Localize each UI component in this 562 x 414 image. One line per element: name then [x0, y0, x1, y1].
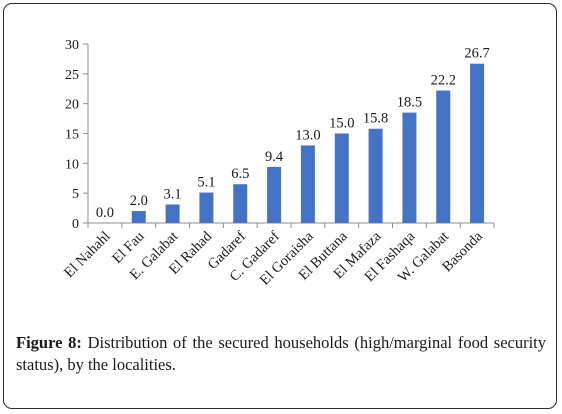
y-tick-label: 10 — [65, 157, 79, 172]
data-label: 22.2 — [431, 73, 456, 89]
y-axis: 0 5 10 15 20 25 30 — [65, 38, 89, 232]
y-tick-label: 20 — [65, 98, 79, 113]
bar — [334, 133, 349, 223]
bar — [300, 145, 315, 223]
data-label: 0.0 — [96, 205, 114, 221]
bar — [165, 204, 180, 223]
x-axis — [87, 222, 495, 228]
data-label: 18.5 — [397, 95, 422, 111]
category-label: El Nahahl — [61, 229, 114, 282]
data-label: 2.0 — [130, 193, 148, 209]
data-label: 9.4 — [265, 149, 284, 165]
bar — [267, 166, 282, 223]
data-label: 15.0 — [329, 116, 354, 132]
bar — [131, 211, 146, 223]
bar — [368, 128, 383, 223]
caption-text: Distribution of the secured households (… — [16, 333, 547, 374]
bar — [233, 184, 248, 223]
data-label: 5.1 — [197, 175, 215, 191]
figure-caption: Figure 8: Distribution of the secured ho… — [16, 332, 546, 376]
y-tick-label: 5 — [72, 187, 79, 202]
data-label: 3.1 — [164, 187, 182, 203]
data-labels: 0.0 2.0 3.1 5.1 6.5 9.4 13.0 15.0 15.8 18.5 22.2 26… — [96, 46, 490, 221]
y-tick-label: 15 — [65, 128, 79, 143]
caption-label: Figure 8: — [16, 333, 82, 352]
y-tick-label: 0 — [72, 217, 79, 232]
y-tick-label: 25 — [65, 68, 79, 83]
data-label: 6.5 — [231, 166, 249, 182]
bar — [436, 90, 451, 223]
data-label: 26.7 — [464, 46, 489, 62]
data-label: 13.0 — [295, 127, 320, 143]
bars — [131, 63, 485, 223]
bar — [402, 112, 417, 223]
y-tick-label: 30 — [65, 38, 79, 53]
bar — [199, 192, 214, 223]
data-label: 15.8 — [363, 111, 388, 127]
bar — [470, 63, 485, 223]
bar-chart: 0 5 10 15 20 25 30 0.0 2.0 3.1 5.1 6.5 9.4 13.0 15.0 1… — [61, 38, 495, 289]
